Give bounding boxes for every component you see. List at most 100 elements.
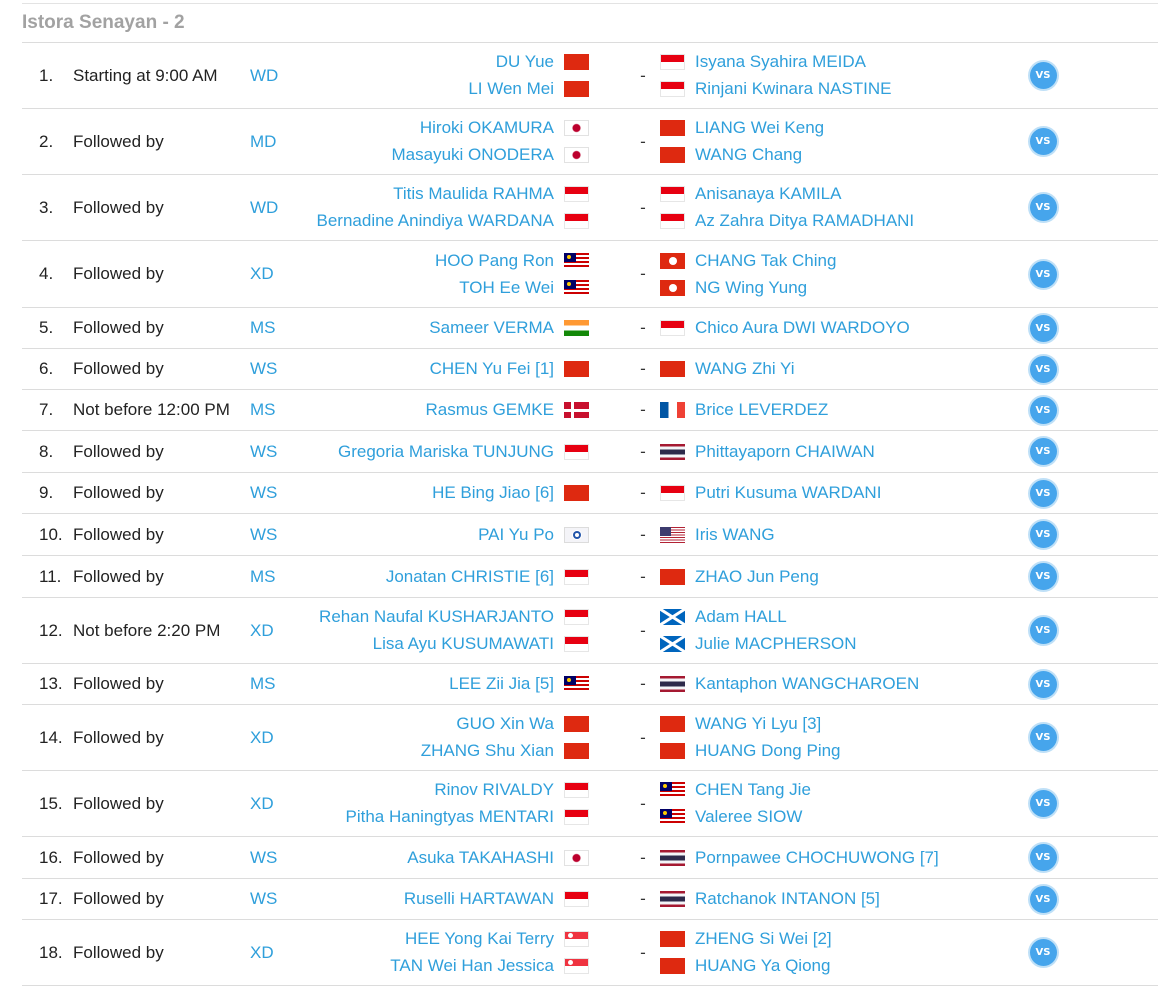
- flag-jpn-icon: [564, 147, 589, 163]
- team-left: CHEN Yu Fei [1]: [169, 349, 589, 389]
- player-name-link[interactable]: LEE Zii Jia [5]: [449, 674, 554, 693]
- flag-hkg-icon: [660, 279, 685, 296]
- flag-tha-icon: [660, 676, 685, 692]
- flag-chn-icon: [660, 716, 685, 732]
- head-to-head-button[interactable]: VS: [1029, 479, 1057, 507]
- head-to-head-button[interactable]: VS: [1029, 617, 1057, 644]
- event-link[interactable]: MS: [250, 566, 276, 586]
- player-name-link[interactable]: Kantaphon WANGCHAROEN: [695, 674, 920, 693]
- event-link[interactable]: WS: [250, 441, 278, 461]
- event-link[interactable]: XD: [250, 942, 274, 962]
- player-name-link[interactable]: ZHENG Si Wei [2]: [695, 929, 832, 948]
- player-name-link[interactable]: HEE Yong Kai Terry: [405, 929, 554, 948]
- player-name-link[interactable]: Sameer VERMA: [429, 318, 554, 337]
- player-name-link[interactable]: HE Bing Jiao [6]: [432, 483, 554, 502]
- player-name-link[interactable]: WANG Zhi Yi: [695, 359, 795, 378]
- player-name-link[interactable]: Chico Aura DWI WARDOYO: [695, 318, 910, 337]
- head-to-head-button[interactable]: VS: [1029, 521, 1057, 548]
- player-name-link[interactable]: Masayuki ONODERA: [391, 145, 554, 164]
- player-name-link[interactable]: Valeree SIOW: [695, 807, 803, 826]
- player-name-link[interactable]: HUANG Ya Qiong: [695, 956, 831, 975]
- head-to-head-button[interactable]: VS: [1029, 438, 1057, 465]
- player-name-link[interactable]: DU Yue: [495, 52, 554, 71]
- player-name-link[interactable]: Rinjani Kwinara NASTINE: [695, 79, 892, 98]
- player-name-link[interactable]: Titis Maulida RAHMA: [393, 184, 554, 203]
- player-name-link[interactable]: Brice LEVERDEZ: [695, 400, 829, 419]
- head-to-head-button[interactable]: VS: [1029, 62, 1057, 89]
- event-link[interactable]: WS: [250, 889, 278, 908]
- left-player: Masayuki ONODERA: [392, 142, 589, 169]
- player-name-link[interactable]: Hiroki OKAMURA: [419, 118, 554, 137]
- head-to-head-button[interactable]: VS: [1029, 670, 1057, 698]
- event-link[interactable]: XD: [250, 264, 274, 283]
- head-to-head-button[interactable]: VS: [1029, 885, 1057, 913]
- player-name-link[interactable]: ZHAO Jun Peng: [695, 566, 819, 586]
- head-to-head-button[interactable]: VS: [1029, 563, 1057, 590]
- player-name-link[interactable]: Ratchanok INTANON [5]: [695, 889, 880, 908]
- player-name-link[interactable]: Az Zahra Ditya RAMADHANI: [695, 211, 915, 230]
- player-name-link[interactable]: Anisanaya KAMILA: [695, 184, 842, 203]
- player-name-link[interactable]: Bernadine Anindiya WARDANA: [316, 211, 555, 230]
- player-name-link[interactable]: TAN Wei Han Jessica: [390, 956, 554, 975]
- player-name-link[interactable]: Rasmus GEMKE: [425, 400, 554, 419]
- event-link[interactable]: MS: [250, 674, 276, 693]
- player-name-link[interactable]: TOH Ee Wei: [459, 277, 554, 297]
- head-to-head-button[interactable]: VS: [1029, 355, 1057, 383]
- head-to-head-button[interactable]: VS: [1029, 724, 1057, 751]
- right-player: WANG Chang: [660, 142, 802, 169]
- left-player: LEE Zii Jia [5]: [449, 671, 589, 698]
- event-link[interactable]: WS: [250, 524, 278, 544]
- player-name-link[interactable]: Pornpawee CHOCHUWONG [7]: [695, 847, 939, 867]
- event-link[interactable]: WS: [250, 847, 278, 867]
- player-name-link[interactable]: ZHANG Shu Xian: [420, 741, 554, 760]
- head-to-head-button[interactable]: VS: [1029, 844, 1057, 871]
- player-name-link[interactable]: Adam HALL: [695, 607, 787, 626]
- event-link[interactable]: WS: [250, 483, 278, 502]
- player-name-link[interactable]: Gregoria Mariska TUNJUNG: [337, 441, 554, 461]
- event-link[interactable]: MS: [250, 318, 276, 337]
- match-time: Followed by: [73, 359, 164, 378]
- player-name-link[interactable]: CHEN Yu Fei [1]: [429, 359, 554, 378]
- player-name-link[interactable]: Jonatan CHRISTIE [6]: [385, 566, 554, 586]
- player-name-link[interactable]: Julie MACPHERSON: [695, 634, 857, 653]
- player-name-link[interactable]: HUANG Dong Ping: [695, 741, 841, 760]
- player-name-link[interactable]: Rehan Naufal KUSHARJANTO: [319, 607, 554, 626]
- player-name-link[interactable]: CHEN Tang Jie: [695, 780, 811, 799]
- head-to-head-button[interactable]: VS: [1029, 260, 1057, 288]
- player-name-link[interactable]: Asuka TAKAHASHI: [407, 847, 554, 867]
- player-name-link[interactable]: LIANG Wei Keng: [695, 118, 825, 137]
- event-link[interactable]: XD: [250, 727, 274, 747]
- player-name-link[interactable]: WANG Chang: [695, 145, 803, 164]
- event-link[interactable]: WS: [250, 359, 278, 378]
- head-to-head-button[interactable]: VS: [1029, 128, 1057, 155]
- event-link[interactable]: XD: [250, 793, 274, 813]
- player-name-link[interactable]: Rinov RIVALDY: [434, 780, 554, 799]
- head-to-head-button[interactable]: VS: [1029, 314, 1057, 342]
- head-to-head-button[interactable]: VS: [1029, 939, 1057, 966]
- head-to-head-button[interactable]: VS: [1029, 790, 1057, 817]
- event-link[interactable]: MD: [250, 131, 277, 151]
- match-time: Followed by: [73, 727, 164, 747]
- event-link[interactable]: WD: [250, 197, 279, 217]
- head-to-head-button[interactable]: VS: [1029, 194, 1057, 221]
- player-name-link[interactable]: WANG Yi Lyu [3]: [695, 714, 822, 733]
- event-link[interactable]: MS: [250, 400, 276, 419]
- player-name-link[interactable]: Lisa Ayu KUSUMAWATI: [372, 634, 554, 653]
- player-name-link[interactable]: HOO Pang Ron: [434, 250, 554, 270]
- player-name-link[interactable]: Putri Kusuma WARDANI: [695, 483, 882, 502]
- player-name-link[interactable]: GUO Xin Wa: [456, 714, 554, 733]
- player-name-link[interactable]: Pitha Haningtyas MENTARI: [345, 807, 554, 826]
- player-name-link[interactable]: LI Wen Mei: [468, 79, 554, 98]
- event-link[interactable]: XD: [250, 620, 274, 640]
- head-to-head-button[interactable]: VS: [1029, 396, 1057, 424]
- player-name-link[interactable]: Phittayaporn CHAIWAN: [695, 441, 875, 461]
- player-name-link[interactable]: PAI Yu Po: [478, 524, 554, 544]
- player-name-link[interactable]: Ruselli HARTAWAN: [403, 889, 554, 908]
- flag-chn-icon: [564, 485, 589, 501]
- player-name-link[interactable]: Iris WANG: [695, 524, 775, 544]
- event-link[interactable]: WD: [250, 65, 279, 85]
- player-name-link[interactable]: Isyana Syahira MEIDA: [695, 52, 867, 71]
- score-separator: -: [640, 847, 646, 867]
- player-name-link[interactable]: CHANG Tak Ching: [695, 250, 837, 270]
- player-name-link[interactable]: NG Wing Yung: [695, 277, 808, 297]
